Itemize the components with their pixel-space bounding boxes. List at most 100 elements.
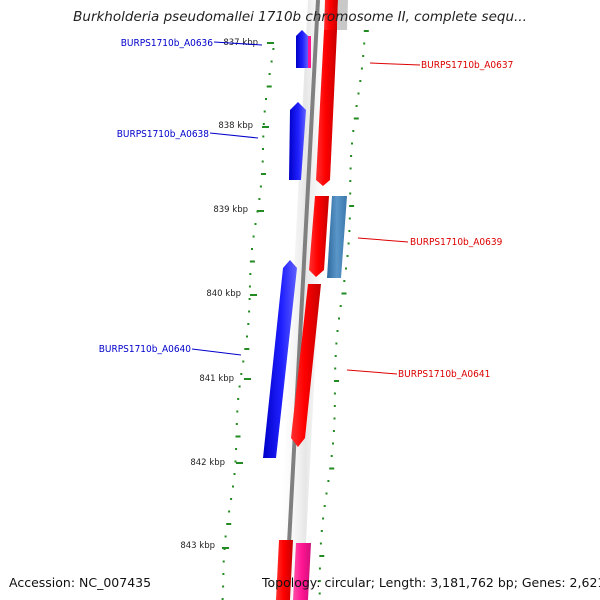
- gc-dot: [252, 235, 255, 238]
- chart-title: Burkholderia pseudomallei 1710b chromoso…: [73, 9, 527, 25]
- gc-dot: [230, 498, 233, 500]
- gc-dot: [222, 585, 225, 588]
- gc-dot: [347, 242, 350, 245]
- gene-label-a0637[interactable]: BURPS1710b_A0637: [421, 60, 513, 71]
- gc-dot: [233, 473, 236, 475]
- gc-dot: [333, 392, 336, 395]
- gc-dot: [254, 223, 257, 225]
- gene-label-a0638[interactable]: BURPS1710b_A0638: [117, 129, 210, 140]
- gc-dot: [333, 405, 336, 407]
- gc-dot: [332, 442, 334, 445]
- gc-dot: [262, 135, 265, 138]
- gene-arrow-a0636-pink: [308, 36, 311, 68]
- gc-dot: [330, 455, 333, 457]
- gc-dot: [268, 73, 271, 75]
- gc-dot: [244, 348, 250, 350]
- gene-label-a0636[interactable]: BURPS1710b_A0636: [121, 38, 214, 49]
- gc-dot: [246, 335, 248, 338]
- gc-dot: [323, 505, 326, 507]
- gene-arrow-a0639[interactable]: [309, 196, 329, 277]
- gc-dot: [334, 367, 337, 370]
- gc-dot: [270, 60, 273, 63]
- gc-dot: [319, 555, 325, 557]
- gc-dot: [235, 435, 241, 438]
- gc-dot: [335, 342, 338, 345]
- gc-dot: [258, 198, 261, 200]
- gc-dot: [325, 492, 328, 495]
- gene-arrow-a0636[interactable]: [296, 30, 308, 68]
- accession-label: Accession: NC_007435: [9, 575, 152, 590]
- gc-dot: [272, 48, 275, 50]
- gc-dot: [224, 535, 227, 538]
- genome-stats-label: Topology: circular; Length: 3,181,762 bp…: [262, 575, 600, 590]
- gc-dot: [222, 573, 225, 575]
- scale-label-839: 839 kbp: [213, 205, 248, 215]
- gc-dot: [261, 160, 264, 163]
- gc-dot: [350, 155, 353, 157]
- gc-dot: [362, 55, 365, 57]
- gene-arrow-upstream-shadow: [337, 0, 348, 30]
- gene-label-a0641[interactable]: BURPS1710b_A0641: [398, 369, 490, 380]
- gene-arrow-a0637[interactable]: [316, 30, 337, 186]
- gc-dot: [320, 530, 323, 532]
- gc-dot: [222, 560, 225, 563]
- gc-dot: [348, 230, 351, 232]
- gc-dot: [247, 323, 250, 325]
- gc-dot: [363, 30, 369, 32]
- gene-arrow-a0638[interactable]: [289, 102, 306, 180]
- gc-dot: [333, 417, 336, 420]
- gc-dot: [251, 248, 253, 250]
- gc-dot: [348, 217, 351, 220]
- gc-dot: [263, 110, 266, 113]
- gc-dot: [234, 460, 237, 463]
- feature-pink-downstream[interactable]: [293, 543, 311, 600]
- gc-dot: [235, 448, 238, 450]
- gc-dot: [226, 523, 232, 525]
- label-leaders: [191, 41, 421, 375]
- scale-label-838: 838 kbp: [218, 121, 253, 131]
- gc-dot: [351, 142, 353, 145]
- gc-dot: [349, 180, 352, 182]
- gc-dot: [363, 42, 366, 45]
- gc-dot: [341, 292, 347, 295]
- gc-dot: [349, 205, 355, 207]
- gc-dot: [343, 280, 346, 282]
- genome-backbone: [284, 0, 320, 600]
- gc-dot: [349, 192, 352, 195]
- gc-dot: [322, 517, 325, 520]
- gene-label-a0639[interactable]: BURPS1710b_A0639: [410, 237, 503, 248]
- gene-arrow-downstream-red[interactable]: [276, 540, 293, 600]
- gene-arrow-upstream[interactable]: [324, 0, 338, 30]
- gc-dot: [262, 123, 265, 125]
- gc-dot: [346, 255, 349, 257]
- gc-dot: [259, 185, 262, 188]
- gc-dot: [339, 305, 342, 307]
- gc-dot: [248, 310, 251, 313]
- gc-dot: [336, 330, 339, 332]
- gc-dot: [338, 317, 340, 320]
- gc-dot: [359, 80, 362, 82]
- gene-label-a0640[interactable]: BURPS1710b_A0640: [99, 344, 192, 355]
- gc-dot: [345, 267, 347, 270]
- gc-dot: [357, 92, 360, 95]
- scale-ruler: [222, 42, 274, 549]
- gc-dot: [261, 173, 266, 175]
- feature-steelblue[interactable]: [327, 196, 347, 278]
- gc-dot: [349, 167, 352, 170]
- gc-dot: [353, 117, 359, 120]
- gc-dot: [265, 98, 267, 100]
- scale-label-842: 842 kbp: [190, 458, 225, 468]
- gc-dot: [242, 360, 245, 363]
- gc-dot: [249, 260, 255, 263]
- gene-arrow-a0641[interactable]: [291, 284, 321, 447]
- gc-skew-track: [221, 30, 369, 600]
- gc-dot: [334, 355, 337, 357]
- gc-dot: [327, 480, 330, 482]
- gc-dot: [355, 105, 358, 107]
- gc-dot: [248, 298, 251, 300]
- gc-dot: [352, 130, 355, 132]
- gene-arrow-a0640[interactable]: [263, 260, 297, 458]
- gc-dot: [248, 285, 251, 288]
- gc-dot: [360, 67, 363, 70]
